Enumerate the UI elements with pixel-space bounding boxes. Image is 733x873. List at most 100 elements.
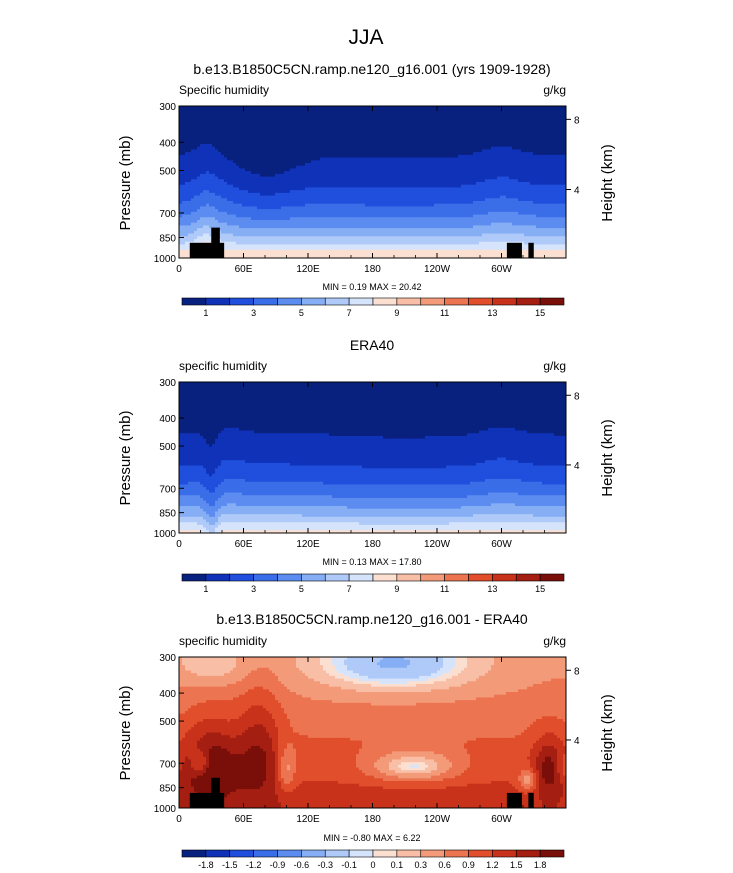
contour-cell (179, 154, 183, 159)
contour-cell (245, 187, 249, 191)
contour-cell (554, 116, 558, 121)
contour-cell (542, 106, 546, 110)
contour-cell (380, 133, 384, 137)
contour-cell (215, 125, 219, 129)
contour-cell (299, 127, 303, 132)
contour-cell (473, 192, 477, 197)
contour-cell (311, 209, 315, 213)
contour-cell (401, 146, 405, 151)
contour-cell (278, 163, 282, 167)
contour-cell (209, 135, 213, 140)
contour-cell (362, 209, 366, 213)
contour-cell (215, 179, 219, 183)
contour-cell (242, 116, 246, 121)
contour-cell (416, 141, 420, 145)
contour-cell (287, 106, 291, 110)
contour-cell (374, 144, 378, 148)
contour-cell (311, 157, 315, 161)
contour-cell (488, 135, 492, 140)
contour-cell (209, 182, 213, 186)
contour-cell (464, 171, 468, 175)
contour-cell (404, 179, 408, 183)
contour-cell (554, 171, 558, 175)
contour-cell (500, 138, 504, 142)
contour-cell (422, 127, 426, 132)
contour-cell (491, 190, 495, 194)
contour-cell (440, 108, 444, 113)
contour-cell (524, 133, 528, 137)
contour-cell (380, 206, 384, 210)
contour-cell (350, 149, 354, 153)
contour-cell (356, 171, 360, 175)
contour-cell (446, 198, 450, 202)
contour-cell (527, 179, 531, 183)
contour-cell (239, 125, 243, 129)
contour-cell (350, 173, 354, 178)
contour-cell (458, 190, 462, 194)
contour-cell (236, 176, 240, 180)
contour-cell (557, 165, 561, 170)
contour-cell (467, 203, 471, 208)
contour-cell (353, 176, 357, 180)
contour-cell (224, 125, 228, 129)
contour-cell (296, 106, 300, 110)
contour-cell (188, 154, 192, 159)
contour-cell (275, 149, 279, 153)
contour-cell (434, 119, 438, 123)
contour-cell (377, 173, 381, 178)
contour-cell (206, 190, 210, 194)
contour-cell (542, 198, 546, 202)
contour-cell (506, 154, 510, 159)
contour-cell (524, 122, 528, 126)
contour-cell (248, 106, 252, 110)
contour-cell (254, 190, 258, 194)
contour-cell (443, 154, 447, 159)
contour-cell (371, 179, 375, 183)
contour-cell (311, 106, 315, 110)
contour-cell (260, 209, 264, 213)
contour-cell (458, 122, 462, 126)
contour-cell (401, 163, 405, 167)
contour-cell (494, 173, 498, 178)
contour-cell (257, 111, 261, 115)
contour-cell (188, 133, 192, 137)
contour-cell (416, 146, 420, 151)
contour-cell (341, 192, 345, 197)
contour-cell (179, 195, 183, 199)
contour-cell (251, 144, 255, 148)
contour-cell (473, 201, 477, 205)
contour-cell (392, 201, 396, 205)
contour-cell (452, 195, 456, 199)
contour-cell (473, 149, 477, 153)
contour-cell (212, 160, 216, 164)
contour-cell (524, 108, 528, 113)
contour-cell (443, 130, 447, 134)
contour-cell (305, 201, 309, 205)
contour-cell (236, 146, 240, 151)
contour-cell (290, 190, 294, 194)
contour-cell (194, 154, 198, 159)
contour-cell (386, 141, 390, 145)
contour-cell (188, 190, 192, 194)
contour-cell (314, 171, 318, 175)
contour-cell (254, 122, 258, 126)
contour-cell (551, 130, 555, 134)
contour-cell (386, 125, 390, 129)
contour-cell (335, 187, 339, 191)
contour-cell (221, 149, 225, 153)
contour-cell (296, 184, 300, 189)
contour-cell (464, 184, 468, 189)
contour-cell (182, 192, 186, 197)
contour-cell (536, 114, 540, 118)
contour-cell (380, 198, 384, 202)
contour-cell (554, 119, 558, 123)
contour-cell (218, 160, 222, 164)
contour-cell (434, 146, 438, 151)
contour-cell (311, 119, 315, 123)
contour-cell (194, 152, 198, 156)
contour-cell (371, 190, 375, 194)
contour-cell (230, 125, 234, 129)
contour-cell (272, 173, 276, 178)
contour-cell (410, 198, 414, 202)
contour-cell (233, 116, 237, 121)
